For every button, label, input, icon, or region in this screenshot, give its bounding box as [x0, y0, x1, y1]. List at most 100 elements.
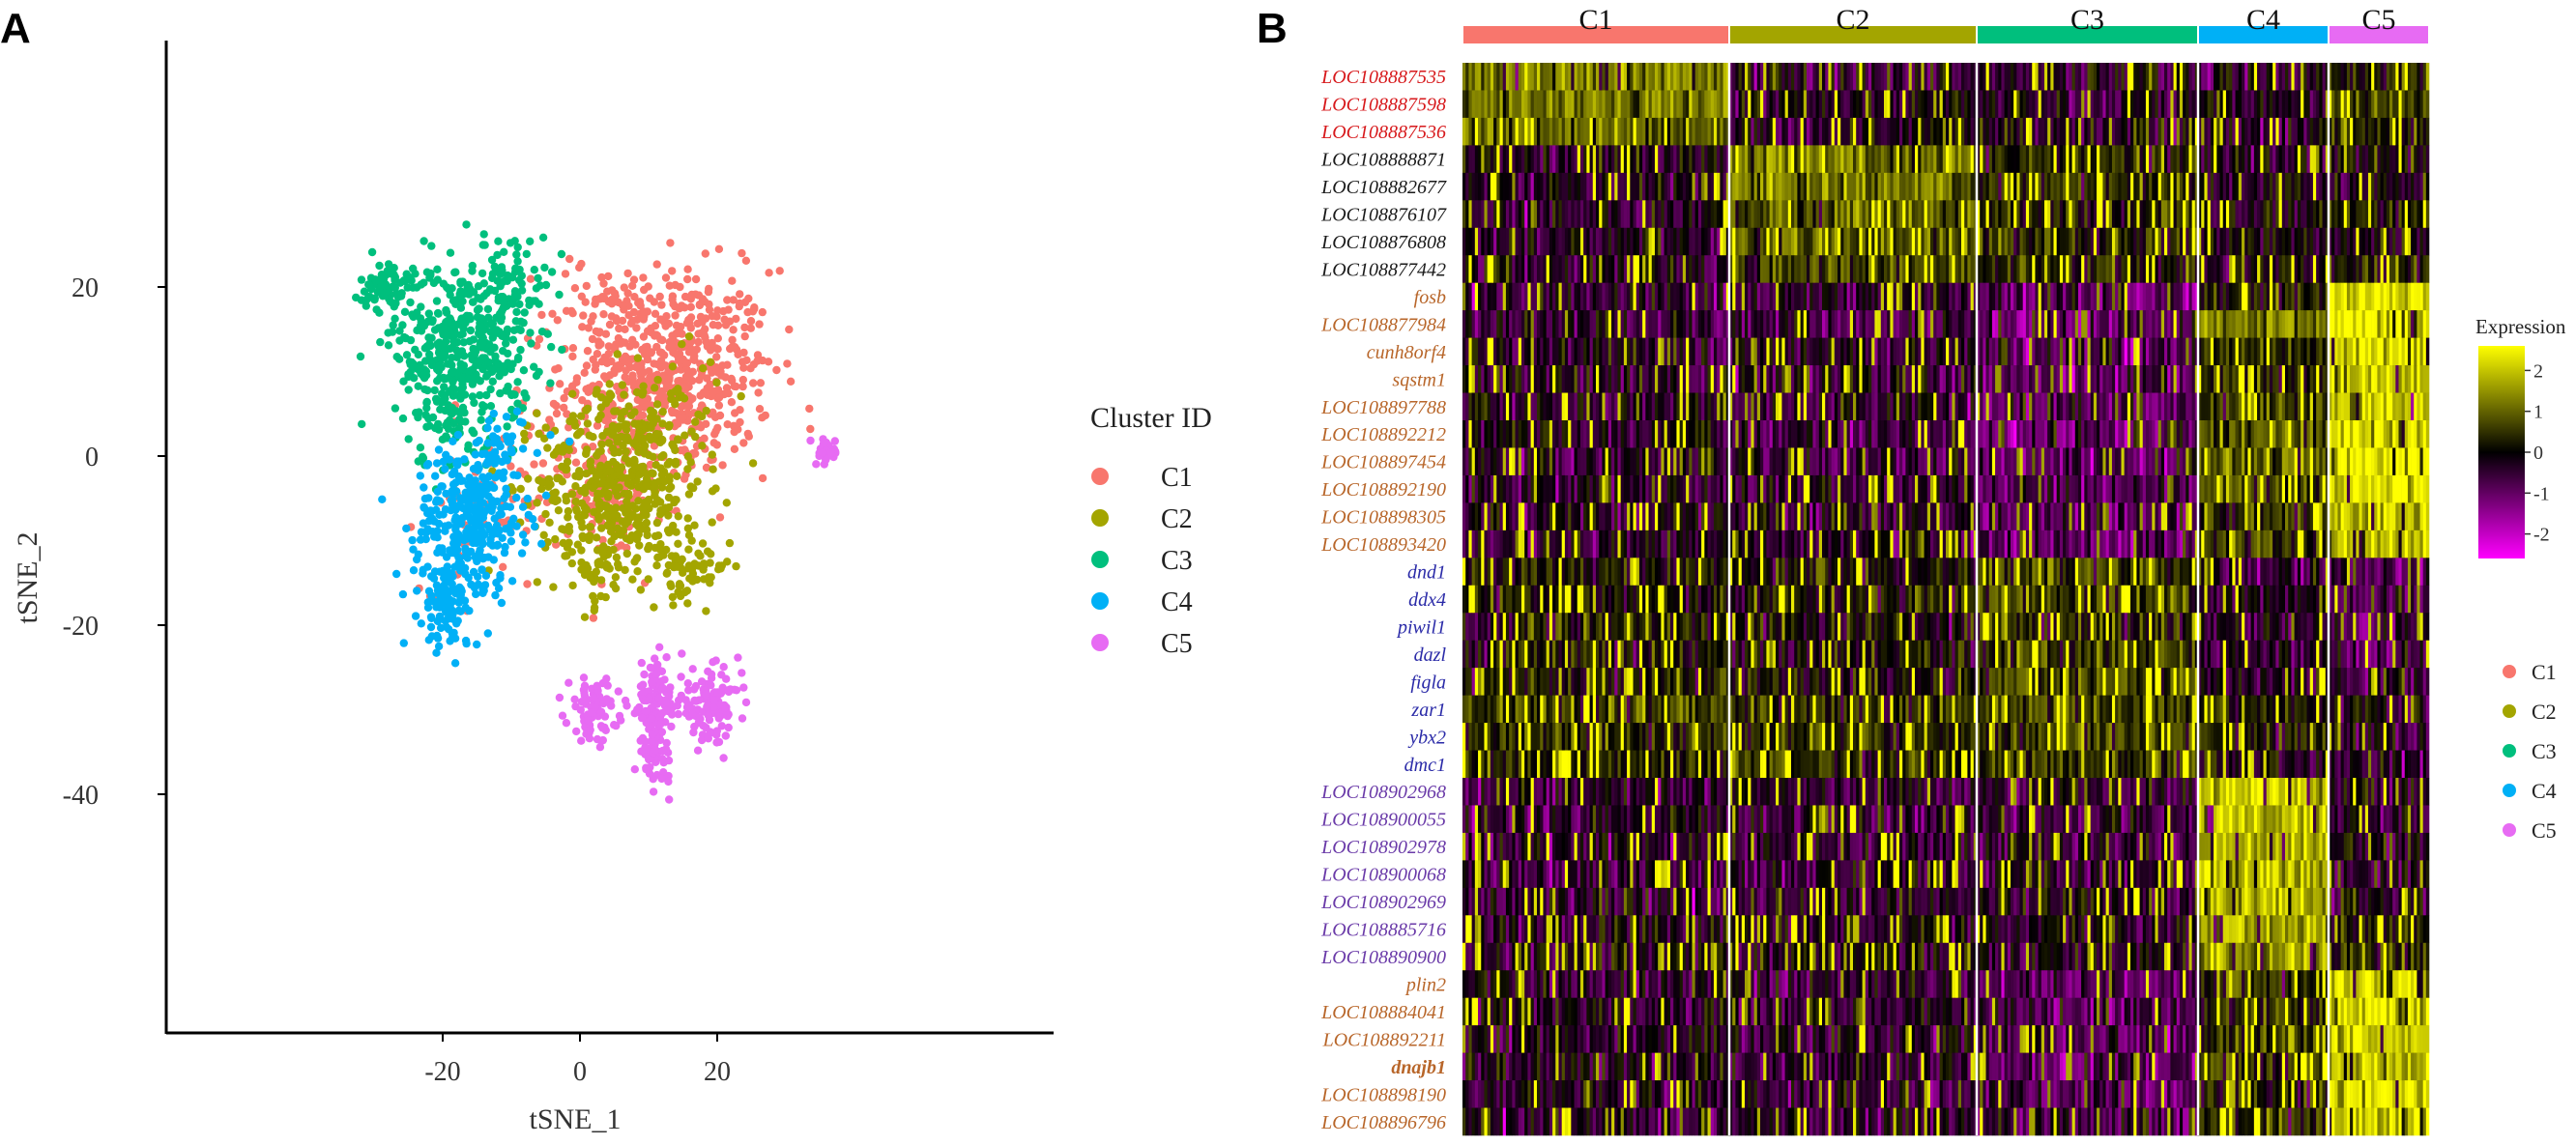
scatter-point-c1 [710, 430, 719, 439]
scatter-point-c2 [651, 482, 659, 491]
heat-cell [2343, 200, 2348, 229]
heat-cell [2124, 145, 2128, 174]
heat-cell [1689, 200, 1693, 229]
heat-cell [2063, 63, 2067, 91]
heat-cell [1645, 63, 1649, 91]
heat-cell [2312, 90, 2317, 119]
scatter-point-c2 [691, 417, 700, 426]
scatter-point-c1 [530, 460, 538, 469]
heat-cell [2074, 117, 2079, 146]
scatter-point-c2 [577, 558, 586, 567]
heat-cell [2145, 200, 2150, 229]
heat-cell [1890, 90, 1894, 119]
heat-cell [2127, 200, 2131, 229]
scatter-point-c1 [582, 361, 592, 370]
heat-cell [2319, 145, 2323, 174]
scatter-point-c2 [603, 460, 613, 470]
scatter-point-c4 [478, 539, 487, 549]
heat-cell [1859, 172, 1863, 201]
heat-cell [1509, 227, 1513, 256]
heat-cell [2188, 63, 2192, 91]
heat-cell [1564, 117, 1569, 146]
scatter-point-c2 [600, 511, 610, 520]
scatter-point-c5 [648, 677, 656, 687]
heat-cell [1651, 90, 1656, 119]
scatter-point-c1 [651, 309, 660, 318]
heat-cell [1614, 90, 1618, 119]
heat-cell [1763, 145, 1767, 174]
heat-cell [1766, 172, 1770, 201]
y-tick-label: -40 [63, 781, 99, 811]
scatter-point-c1 [582, 385, 591, 393]
scatter-point-c3 [384, 341, 393, 350]
heat-cell [2081, 117, 2085, 146]
scatter-point-c4 [408, 535, 417, 545]
heat-cell [2191, 117, 2196, 146]
scatter-point-c3 [406, 335, 416, 345]
heat-cell [2401, 90, 2406, 119]
heat-cell [1952, 117, 1955, 146]
heat-cell [1988, 90, 1993, 119]
heat-cell [1902, 90, 1906, 119]
heat-cell [1998, 117, 2002, 146]
heat-cell [1843, 227, 1847, 256]
scatter-point-c2 [627, 472, 636, 481]
heat-cell [1583, 172, 1587, 201]
scatter-point-c2 [618, 381, 626, 389]
heat-cell [2389, 145, 2393, 174]
scatter-point-c2 [604, 394, 614, 404]
heat-cell [1800, 200, 1805, 229]
heat-cell [2077, 90, 2082, 119]
heat-cell [1834, 227, 1838, 256]
scatter-point-c2 [563, 465, 571, 474]
scatter-point-c3 [526, 237, 535, 245]
heat-cell [1642, 145, 1646, 174]
scatter-point-c1 [628, 281, 637, 290]
scatter-point-c2 [533, 499, 541, 507]
scatter-point-c3 [430, 386, 439, 395]
scatter-point-c2 [633, 567, 642, 576]
scatter-point-c2 [541, 509, 550, 519]
scatter-point-c5 [688, 665, 697, 673]
heat-cell [1815, 90, 1820, 119]
scatter-point-c2 [632, 534, 642, 544]
heat-cell [2242, 145, 2245, 174]
heat-cell [1620, 117, 1625, 146]
heat-cell [1468, 172, 1472, 201]
scatter-point-c3 [384, 260, 393, 269]
scatter-point-c3 [478, 269, 487, 278]
heat-cell [2170, 90, 2174, 119]
heat-cell [2013, 90, 2017, 119]
scatter-point-c4 [448, 580, 456, 588]
heat-cell [1670, 117, 1674, 146]
heat-cell [1738, 200, 1743, 229]
scatter-point-c4 [456, 566, 465, 575]
heat-cell [1577, 172, 1581, 201]
heat-cell [2059, 172, 2064, 201]
heat-cell [1846, 172, 1851, 201]
heat-cell [1515, 227, 1520, 256]
scatter-point-c2 [520, 429, 529, 438]
heat-cell [1651, 172, 1656, 201]
heat-cell [1512, 117, 1516, 146]
scatter-point-c4 [445, 455, 454, 464]
heat-cell [2035, 145, 2039, 174]
heat-cell [2346, 172, 2351, 201]
scatter-point-c2 [549, 583, 558, 591]
scatter-point-c5 [640, 687, 649, 696]
heat-cell [2133, 63, 2137, 91]
heat-cell [2130, 117, 2134, 146]
heat-cell [2004, 200, 2009, 229]
heat-cell [2063, 172, 2067, 201]
heat-cell [2407, 63, 2412, 91]
heat-cell [2383, 172, 2388, 201]
scatter-point-c4 [518, 502, 528, 511]
heat-cell [2214, 172, 2217, 201]
heat-cell [1707, 63, 1712, 91]
scatter-point-c1 [584, 324, 593, 332]
heat-cell [2043, 200, 2048, 229]
scatter-point-c3 [443, 418, 451, 427]
heat-cell [2404, 145, 2409, 174]
heat-cell [1654, 200, 1659, 229]
scatter-point-c4 [459, 504, 468, 513]
